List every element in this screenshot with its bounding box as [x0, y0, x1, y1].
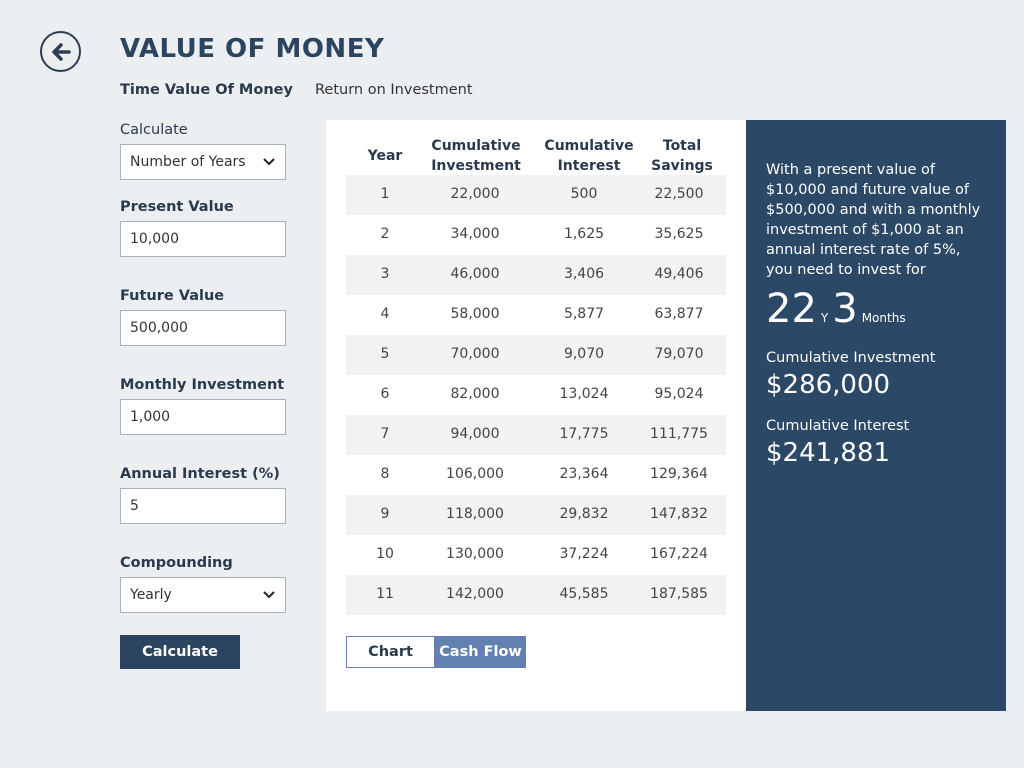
annual-interest-input[interactable]: 5	[120, 488, 286, 524]
table-cell: 1	[380, 186, 390, 202]
present-value-label: Present Value	[120, 199, 234, 215]
summary-panel: With a present value of $10,000 and futu…	[746, 120, 1006, 711]
future-value-text: 500,000	[130, 320, 188, 336]
table-cell: 63,877	[654, 306, 704, 322]
table-cell: 5	[380, 346, 390, 362]
table-row: 11 142,000 45,585 187,585	[346, 575, 726, 615]
table-row: 10 130,000 37,224 167,224	[346, 535, 726, 575]
calculate-button[interactable]: Calculate	[120, 635, 240, 669]
table-cell: 147,832	[650, 506, 708, 522]
table-cell: 95,024	[654, 386, 704, 402]
future-value-label: Future Value	[120, 288, 225, 304]
table-cell: 34,000	[450, 226, 500, 242]
monthly-investment-input[interactable]: 1,000	[120, 399, 286, 435]
table-cell: 9,070	[563, 346, 605, 362]
table-row: 7 94,000 17,775 111,775	[346, 415, 726, 455]
annual-interest-label: Annual Interest (%)	[120, 466, 280, 482]
cash-flow-toggle[interactable]: Cash Flow	[435, 636, 526, 668]
table-cell: 5,877	[563, 306, 605, 322]
table-cell: 129,364	[650, 466, 708, 482]
months-unit: Months	[861, 311, 906, 325]
header-cumulative-investment: Cumulative Investment	[431, 138, 521, 174]
table-row: 8 106,000 23,364 129,364	[346, 455, 726, 495]
cum-investment-label: Cumulative Investment	[766, 350, 936, 366]
cum-interest-label: Cumulative Interest	[766, 418, 910, 434]
arrow-left-icon	[51, 42, 71, 61]
compounding-label: Compounding	[120, 555, 233, 571]
table-cell: 3	[380, 266, 390, 282]
table-cell: 130,000	[446, 546, 504, 562]
calculate-select[interactable]: Number of Years	[120, 144, 286, 180]
header-cumulative-interest: Cumulative Interest	[544, 138, 634, 174]
cum-interest-value: $241,881	[766, 438, 891, 468]
table-row: 9 118,000 29,832 147,832	[346, 495, 726, 535]
table-cell: 22,500	[654, 186, 704, 202]
chevron-down-icon	[263, 158, 275, 166]
table-row: 1 22,000 500 22,500	[346, 175, 726, 215]
tab-return-on-investment[interactable]: Return on Investment	[315, 82, 473, 98]
compounding-select[interactable]: Yearly	[120, 577, 286, 613]
back-button[interactable]	[40, 31, 81, 72]
table-row: 6 82,000 13,024 95,024	[346, 375, 726, 415]
table-cell: 29,832	[559, 506, 609, 522]
monthly-investment-text: 1,000	[130, 409, 171, 425]
page-title: VALUE OF MONEY	[120, 34, 385, 64]
table-cell: 2	[380, 226, 390, 242]
table-row: 4 58,000 5,877 63,877	[346, 295, 726, 335]
annual-interest-text: 5	[130, 498, 139, 514]
calculate-value: Number of Years	[130, 154, 246, 170]
years-unit: Y	[820, 311, 829, 325]
table-cell: 187,585	[650, 586, 708, 602]
table-cell: 58,000	[450, 306, 500, 322]
summary-description: With a present value of $10,000 and futu…	[766, 162, 981, 278]
header-total-savings: Total Savings	[651, 138, 713, 174]
table-cell: 111,775	[650, 426, 708, 442]
compounding-value: Yearly	[130, 587, 172, 603]
table-cell: 45,585	[559, 586, 609, 602]
header-year: Year	[367, 148, 403, 164]
table-cell: 118,000	[446, 506, 504, 522]
table-cell: 22,000	[450, 186, 500, 202]
table-row: 5 70,000 9,070 79,070	[346, 335, 726, 375]
months-value: 3	[832, 286, 858, 332]
table-cell: 11	[376, 586, 394, 602]
table-cell: 1,625	[563, 226, 605, 242]
table-cell: 8	[380, 466, 390, 482]
table-row: 3 46,000 3,406 49,406	[346, 255, 726, 295]
table-cell: 35,625	[654, 226, 704, 242]
table-cell: 23,364	[559, 466, 609, 482]
monthly-investment-label: Monthly Investment	[120, 377, 285, 393]
chart-toggle[interactable]: Chart	[346, 636, 435, 668]
table-cell: 94,000	[450, 426, 500, 442]
duration: 22 Y 3 Months	[766, 286, 986, 332]
present-value-text: 10,000	[130, 231, 179, 247]
tab-time-value-of-money[interactable]: Time Value Of Money	[120, 82, 293, 98]
table-cell: 10	[376, 546, 394, 562]
cum-investment-value: $286,000	[766, 370, 891, 400]
table-cell: 37,224	[559, 546, 609, 562]
table-cell: 82,000	[450, 386, 500, 402]
table-cell: 3,406	[563, 266, 605, 282]
table-cell: 49,406	[654, 266, 704, 282]
table-cell: 142,000	[446, 586, 504, 602]
table-cell: 17,775	[559, 426, 609, 442]
table-cell: 167,224	[650, 546, 708, 562]
chevron-down-icon	[263, 591, 275, 599]
table-cell: 106,000	[446, 466, 504, 482]
table-row: 2 34,000 1,625 35,625	[346, 215, 726, 255]
table-cell: 6	[380, 386, 390, 402]
present-value-input[interactable]: 10,000	[120, 221, 286, 257]
years-value: 22	[766, 286, 817, 332]
calculate-label: Calculate	[120, 122, 188, 138]
table-cell: 4	[380, 306, 390, 322]
table-cell: 46,000	[450, 266, 500, 282]
table-cell: 7	[380, 426, 390, 442]
table-cell: 13,024	[559, 386, 609, 402]
table-cell: 79,070	[654, 346, 704, 362]
future-value-input[interactable]: 500,000	[120, 310, 286, 346]
table-cell: 70,000	[450, 346, 500, 362]
table-cell: 500	[570, 186, 598, 202]
table-cell: 9	[380, 506, 390, 522]
